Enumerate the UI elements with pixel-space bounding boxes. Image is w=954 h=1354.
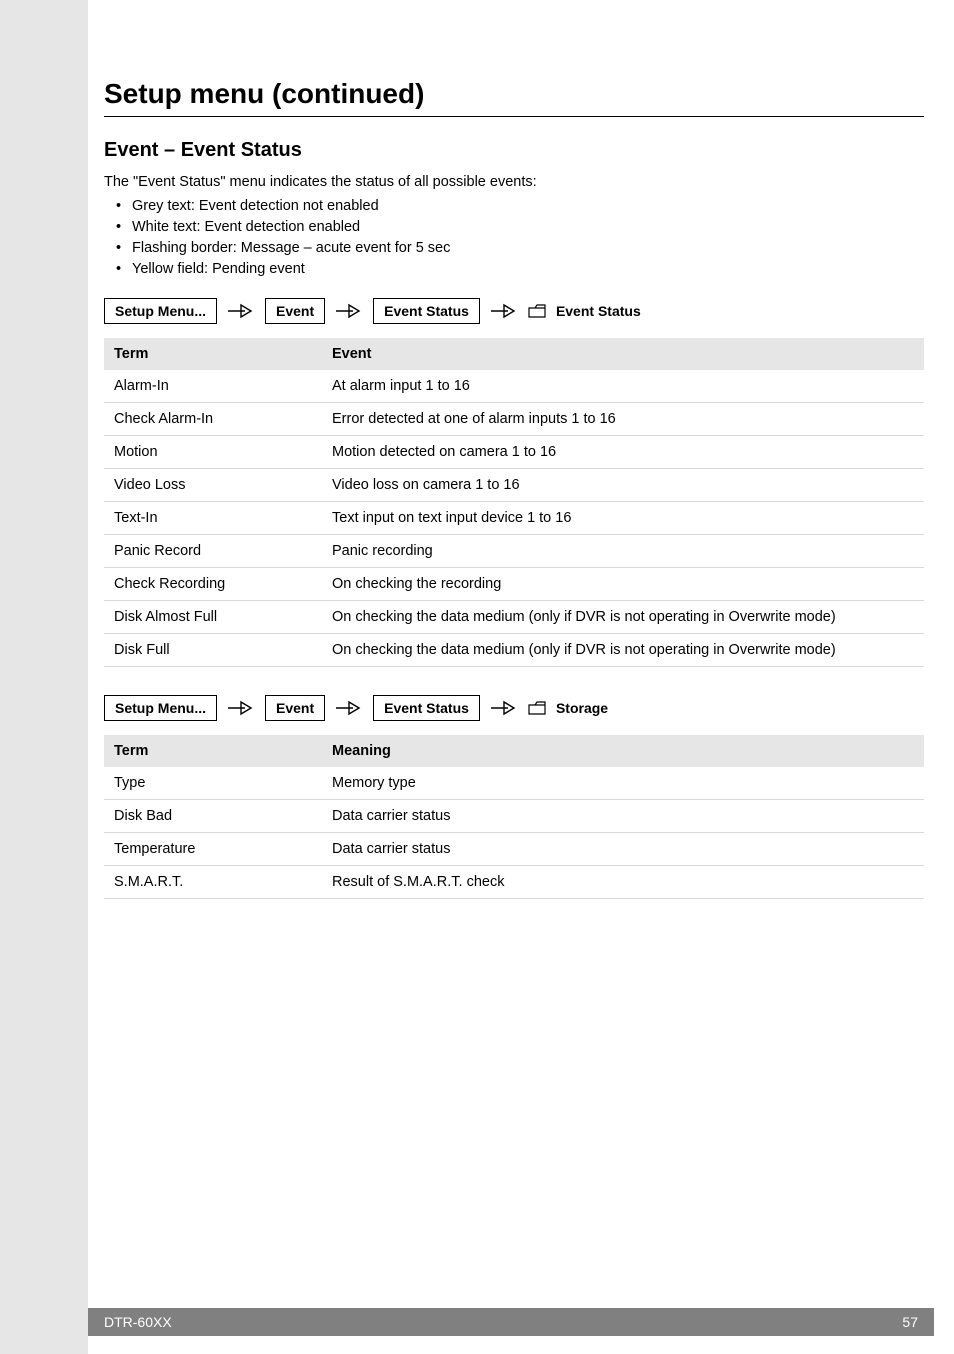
cell-term: Check Recording [104, 568, 322, 601]
cell-event: Video loss on camera 1 to 16 [322, 469, 924, 502]
event-status-table: Term Event Alarm-InAt alarm input 1 to 1… [104, 338, 924, 667]
cell-term: Text-In [104, 502, 322, 535]
crumb-setup-menu: Setup Menu... [104, 298, 217, 324]
crumb-event-status: Event Status [373, 298, 480, 324]
cell-event: Panic recording [322, 535, 924, 568]
table-row: Alarm-InAt alarm input 1 to 16 [104, 370, 924, 403]
table-row: Disk BadData carrier status [104, 800, 924, 833]
tab-icon [528, 304, 546, 318]
arrow-right-icon [335, 303, 363, 319]
breadcrumb: Setup Menu... Event Event Status Event S… [104, 298, 924, 324]
table-row: Text-InText input on text input device 1… [104, 502, 924, 535]
storage-table: Term Meaning TypeMemory type Disk BadDat… [104, 735, 924, 899]
cell-term: Disk Full [104, 634, 322, 667]
crumb-setup-menu: Setup Menu... [104, 695, 217, 721]
footer-model: DTR-60XX [104, 1314, 172, 1330]
cell-meaning: Data carrier status [322, 800, 924, 833]
bullet-item: Yellow field: Pending event [104, 259, 924, 280]
cell-event: On checking the data medium (only if DVR… [322, 634, 924, 667]
content-area: Setup menu (continued) Event – Event Sta… [104, 78, 924, 927]
cell-term: Panic Record [104, 535, 322, 568]
footer: DTR-60XX 57 [0, 1314, 954, 1354]
table-row: Check RecordingOn checking the recording [104, 568, 924, 601]
footer-page-number: 57 [902, 1314, 918, 1330]
page-title: Setup menu (continued) [104, 78, 924, 110]
cell-term: Disk Almost Full [104, 601, 322, 634]
title-rule [104, 116, 924, 117]
cell-event: Error detected at one of alarm inputs 1 … [322, 403, 924, 436]
event-status-tbody: Alarm-InAt alarm input 1 to 16 Check Ala… [104, 370, 924, 667]
table-row: Disk Almost FullOn checking the data med… [104, 601, 924, 634]
section-title: Event – Event Status [104, 139, 924, 162]
cell-event: At alarm input 1 to 16 [322, 370, 924, 403]
cell-term: Type [104, 767, 322, 800]
tab-icon [528, 701, 546, 715]
arrow-right-icon [227, 700, 255, 716]
cell-term: Disk Bad [104, 800, 322, 833]
table-header-term: Term [104, 735, 322, 767]
cell-event: Text input on text input device 1 to 16 [322, 502, 924, 535]
cell-term: S.M.A.R.T. [104, 866, 322, 899]
cell-term: Video Loss [104, 469, 322, 502]
table-row: Check Alarm-InError detected at one of a… [104, 403, 924, 436]
arrow-right-icon [227, 303, 255, 319]
table-header-term: Term [104, 338, 322, 370]
bullet-item: White text: Event detection enabled [104, 217, 924, 238]
crumb-event: Event [265, 695, 325, 721]
cell-term: Alarm-In [104, 370, 322, 403]
left-gutter [0, 0, 88, 1354]
cell-event: Motion detected on camera 1 to 16 [322, 436, 924, 469]
table-row: S.M.A.R.T.Result of S.M.A.R.T. check [104, 866, 924, 899]
arrow-right-icon [490, 303, 518, 319]
table-row: MotionMotion detected on camera 1 to 16 [104, 436, 924, 469]
page: Setup menu (continued) Event – Event Sta… [0, 0, 954, 1354]
arrow-right-icon [335, 700, 363, 716]
bullet-item: Flashing border: Message – acute event f… [104, 238, 924, 259]
crumb-event: Event [265, 298, 325, 324]
crumb-event-status: Event Status [373, 695, 480, 721]
table-row: Panic RecordPanic recording [104, 535, 924, 568]
cell-event: On checking the recording [322, 568, 924, 601]
cell-meaning: Data carrier status [322, 833, 924, 866]
cell-term: Temperature [104, 833, 322, 866]
cell-term: Check Alarm-In [104, 403, 322, 436]
footer-bar: DTR-60XX 57 [88, 1308, 934, 1336]
breadcrumb: Setup Menu... Event Event Status Storage [104, 695, 924, 721]
table-row: Disk FullOn checking the data medium (on… [104, 634, 924, 667]
table-row: Video LossVideo loss on camera 1 to 16 [104, 469, 924, 502]
table-header-event: Event [322, 338, 924, 370]
cell-meaning: Result of S.M.A.R.T. check [322, 866, 924, 899]
arrow-right-icon [490, 700, 518, 716]
table-header-meaning: Meaning [322, 735, 924, 767]
table-row: TypeMemory type [104, 767, 924, 800]
crumb-tab-label: Storage [556, 700, 608, 716]
crumb-tab-label: Event Status [556, 303, 641, 319]
cell-term: Motion [104, 436, 322, 469]
cell-event: On checking the data medium (only if DVR… [322, 601, 924, 634]
storage-tbody: TypeMemory type Disk BadData carrier sta… [104, 767, 924, 899]
table-row: TemperatureData carrier status [104, 833, 924, 866]
bullet-list: Grey text: Event detection not enabled W… [104, 196, 924, 280]
intro-text: The "Event Status" menu indicates the st… [104, 174, 924, 190]
cell-meaning: Memory type [322, 767, 924, 800]
bullet-item: Grey text: Event detection not enabled [104, 196, 924, 217]
